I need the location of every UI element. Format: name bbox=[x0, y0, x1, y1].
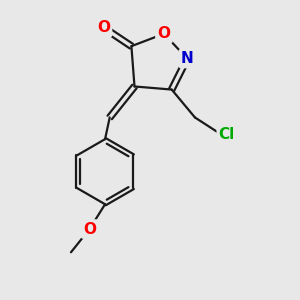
Text: Cl: Cl bbox=[219, 127, 235, 142]
Text: N: N bbox=[181, 51, 194, 66]
Text: O: O bbox=[158, 26, 170, 41]
Text: O: O bbox=[83, 221, 96, 236]
Text: O: O bbox=[97, 20, 110, 35]
